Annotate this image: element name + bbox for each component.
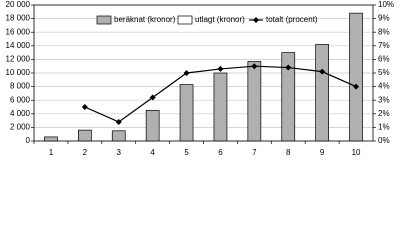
- legend-label: utlagt (kronor): [195, 15, 245, 24]
- bar: [179, 84, 194, 142]
- y2-tick-label: 0%: [378, 136, 390, 145]
- line-marker: [81, 104, 88, 110]
- line-marker: [115, 118, 122, 125]
- y2-tick-label: 4%: [378, 82, 390, 91]
- line-marker: [251, 63, 258, 70]
- y-tick-label: 6 000: [10, 95, 31, 104]
- y2-tick-label: 5%: [378, 68, 390, 77]
- x-tick-label: 10: [352, 148, 361, 157]
- y-tick-label: 0: [26, 136, 31, 145]
- y2-tick-label: 10%: [378, 0, 394, 9]
- y2-tick-label: 9%: [378, 14, 390, 23]
- y2-tick-label: 2%: [378, 109, 390, 118]
- bar: [213, 72, 228, 142]
- bar: [349, 12, 363, 142]
- y-tick-label: 20 000: [6, 0, 31, 9]
- x-tick-label: 3: [117, 148, 122, 157]
- legend-label: totalt (procent): [266, 15, 318, 24]
- y2-tick-label: 1%: [378, 123, 390, 132]
- line-marker: [319, 68, 326, 75]
- y-tick-label: 4 000: [10, 109, 31, 118]
- bar: [77, 129, 92, 142]
- bar: [111, 130, 126, 142]
- y-tick-label: 12 000: [6, 55, 31, 64]
- x-tick-label: 9: [320, 148, 325, 157]
- bar: [44, 136, 58, 142]
- y-tick-label: 8 000: [10, 82, 31, 91]
- legend-swatch: [177, 15, 193, 25]
- x-tick-label: 1: [49, 148, 54, 157]
- y-tick-label: 2 000: [10, 123, 31, 132]
- bar: [145, 110, 160, 142]
- line-marker: [217, 65, 224, 72]
- x-tick-label: 2: [83, 148, 88, 157]
- x-tick-label: 5: [184, 148, 189, 157]
- bar: [315, 44, 329, 142]
- legend-label: beräknat (kronor): [114, 15, 176, 24]
- y2-tick-label: 3%: [378, 95, 390, 104]
- bar: [281, 52, 296, 142]
- line-marker: [183, 70, 190, 76]
- line-marker: [285, 64, 292, 71]
- y-tick-label: 14 000: [6, 41, 31, 50]
- y-tick-label: 10 000: [6, 68, 31, 77]
- x-tick-label: 6: [218, 148, 223, 157]
- x-tick-label: 7: [252, 148, 257, 157]
- legend-marker: [253, 17, 259, 23]
- legend-swatch: [96, 15, 112, 25]
- y2-tick-label: 8%: [378, 27, 390, 36]
- line-marker: [149, 94, 156, 101]
- x-tick-label: 8: [286, 148, 291, 157]
- y-tick-label: 18 000: [6, 14, 31, 23]
- y2-tick-label: 7%: [378, 41, 390, 50]
- x-tick-label: 4: [150, 148, 155, 157]
- line-marker: [353, 83, 360, 90]
- chart: 0 2 000 4 000 6 000 8 000 10 000 12 000 14 000 1…: [6, 0, 394, 157]
- y2-tick-label: 6%: [378, 55, 390, 64]
- bar: [247, 61, 262, 142]
- y-tick-label: 16 000: [6, 27, 31, 36]
